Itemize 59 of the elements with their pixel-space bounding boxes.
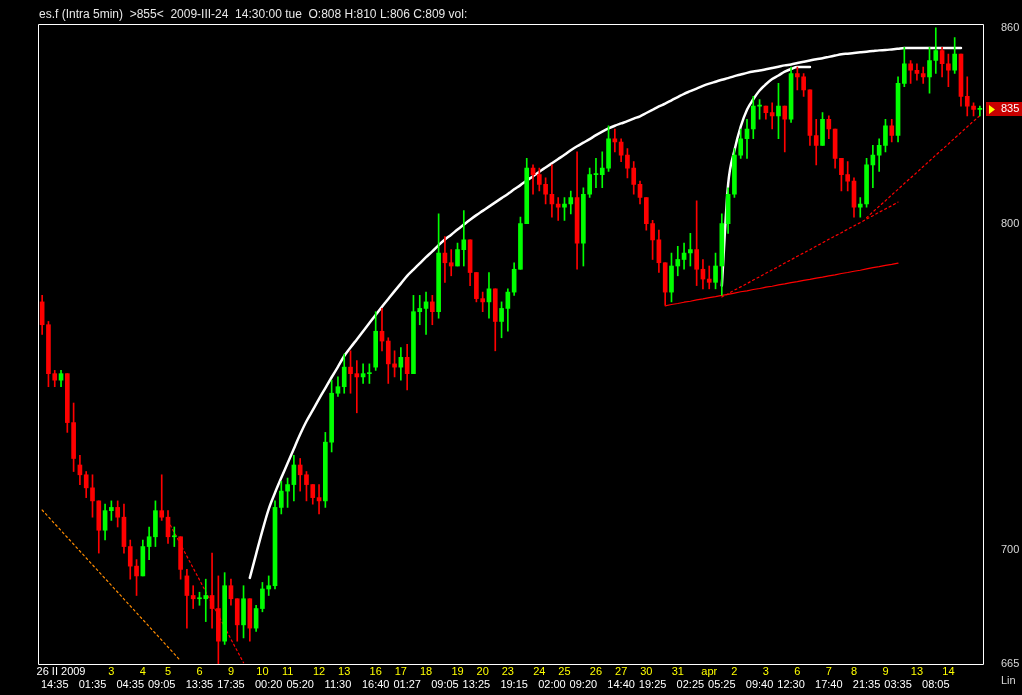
x-tick-label: 08:05 [922, 677, 950, 690]
x-tick-label: 01:27 [393, 677, 421, 690]
x-tick-label: 09:05 [431, 677, 459, 690]
x-tick-label: 14 [942, 665, 955, 678]
x-tick-label: 9 [882, 665, 889, 678]
x-tick-label: 18 [419, 665, 433, 678]
x-tick-label: 04:35 [116, 677, 145, 690]
chart-title: es.f (Intra 5min) >855< 2009-III-24 14:30:00 tue O:808 H:810 L:806 C:809 vol: [39, 7, 468, 22]
x-tick-label: 23 [501, 665, 514, 678]
y-tick-label: 835 [1001, 102, 1020, 115]
x-tick-label: 11 [281, 665, 294, 678]
x-tick-label: 26 [589, 665, 603, 678]
x-tick-label: 13:25 [462, 677, 491, 690]
x-tick-label: 16 16:40 [361, 665, 390, 690]
x-tick-label: 3 [108, 665, 115, 678]
x-tick-label: 24 [533, 665, 546, 678]
x-tick-label: 19 [451, 665, 464, 678]
x-tick-label: 21:35 [852, 677, 881, 690]
x-tick-label: 09:40 [745, 677, 774, 690]
x-tick-label: 02:00 [538, 677, 566, 690]
x-tick-label: 01:35 [78, 677, 107, 690]
x-tick-label: 00:20 [254, 677, 283, 690]
x-tick-label: 6 13:35 [185, 665, 214, 690]
x-tick-label: 26 II 2009 [36, 665, 86, 678]
x-tick-label: 13 [338, 665, 351, 678]
x-tick-label: 17 [394, 665, 407, 678]
x-tick-label: 13 [910, 665, 924, 678]
x-tick-label: 09:20 [569, 677, 598, 690]
y-tick-label: 665 [1001, 657, 1020, 670]
y-tick-label: 800 [1001, 216, 1020, 229]
x-tick-label: 11:30 [324, 677, 352, 690]
x-tick-label: 4 [139, 665, 146, 678]
x-tick-label: 12:30 [777, 677, 805, 690]
x-tick-label: 3 [762, 665, 769, 678]
x-tick-label: 7 17:40 [815, 665, 843, 690]
x-tick-label: 12 [312, 665, 326, 678]
x-tick-label: 19:15 [500, 677, 528, 690]
x-tick-label: 02:25 [676, 677, 705, 690]
x-tick-label: 09:05 [147, 677, 176, 690]
x-tick-label: 20 [476, 665, 489, 678]
x-tick-label: 31 [671, 665, 684, 678]
text: Lin [1001, 674, 1016, 687]
x-tick-label: 5 [164, 665, 172, 678]
x-tick-label: apr [701, 665, 718, 678]
x-tick-label: 14:35 [40, 677, 69, 690]
x-tick-label: 05:25 [708, 677, 736, 690]
y-tick-label: 860 [1001, 20, 1020, 33]
x-tick-label: 03:35 [884, 677, 912, 690]
x-tick-label: 19:25 [638, 677, 667, 690]
x-tick-label: 8 [850, 665, 858, 678]
x-tick-label: 6 [794, 665, 801, 678]
x-tick-label: 05:20 [286, 677, 314, 690]
x-tick-label: 27 14:40 [607, 665, 635, 690]
x-tick-label: 30 [640, 665, 653, 678]
x-tick-label: 9 17:35 [217, 665, 245, 690]
x-tick-label: 10 [256, 665, 269, 678]
x-tick-label: 2 [731, 665, 738, 678]
y-tick-label: 700 [1001, 542, 1020, 555]
x-tick-label: 25 [558, 665, 571, 678]
